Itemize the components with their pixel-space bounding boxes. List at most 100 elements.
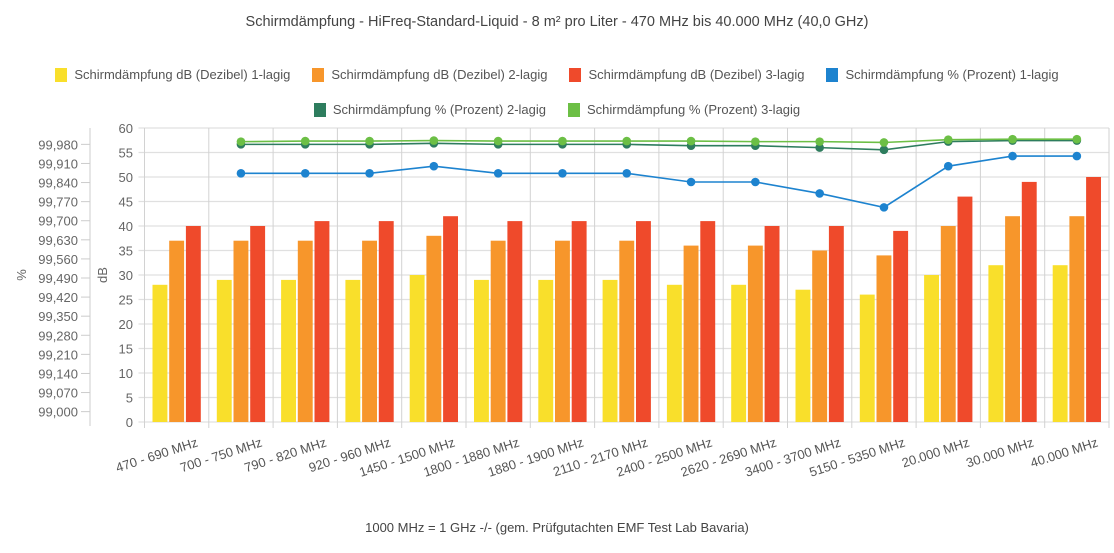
db-tick-label: 50 [119,170,133,185]
line-point-3-lagig [1008,134,1017,144]
bar-1-lagig-7 [602,279,618,422]
bar-1-lagig-14 [1052,265,1068,422]
line-point-3-lagig [558,136,567,146]
category-label: 20.000 MHz [900,435,971,471]
db-axis-title: dB [95,267,110,283]
percent-tick-label: 99,350 [38,309,78,324]
bar-2-lagig-0 [169,240,185,422]
percent-axis-title: % [14,269,29,281]
percent-tick-label: 99,490 [38,271,78,286]
percent-tick-label: 99,070 [38,386,78,401]
line-series-3-lagig [240,138,1077,144]
db-tick-label: 55 [119,146,133,161]
percent-tick-label: 99,630 [38,233,78,248]
percent-axis: 99,000 99,070 99,140 99,210 99,280 99,350 99,4… [38,137,90,420]
line-point-1-lagig [1072,151,1082,161]
legend-item-pct-1-lagig[interactable]: Schirmdämpfung % (Prozent) 1-lagig [826,67,1059,82]
line-point-1-lagig [622,168,632,178]
db-tick-label: 40 [119,219,133,234]
bar-3-lagig-14 [1086,177,1101,422]
bar-1-lagig-11 [859,294,875,422]
percent-tick-label: 99,980 [38,137,78,152]
line-point-1-lagig [365,168,374,178]
line-point-3-lagig [751,137,760,146]
bar-3-lagig-11 [893,230,909,422]
line-point-3-lagig [365,136,374,146]
line-point-3-lagig [493,136,503,146]
bar-1-lagig-3 [345,279,361,422]
db-tick-label: 45 [119,195,133,210]
bar-1-lagig-13 [988,265,1004,422]
line-point-3-lagig [879,138,889,147]
bar-2-lagig-7 [619,240,635,422]
legend-item-db-3-lagig[interactable]: Schirmdämpfung dB (Dezibel) 3-lagig [569,67,804,82]
category-label: 40.000 MHz [1028,435,1099,471]
line-point-3-lagig [429,136,439,145]
bar-3-lagig-9 [764,226,780,422]
legend-label: Schirmdämpfung dB (Dezibel) 1-lagig [74,67,291,82]
legend-item-db-1-lagig[interactable]: Schirmdämpfung dB (Dezibel) 1-lagig [55,67,290,82]
bar-2-lagig-2 [297,240,313,422]
legend-row-2: Schirmdämpfung % (Prozent) 2-lagig Schir… [0,102,1114,117]
bar-1-lagig-6 [538,279,554,422]
legend-swatch-icon [55,67,68,82]
line-point-1-lagig [879,203,889,212]
bar-3-lagig-10 [828,226,844,422]
bar-1-lagig-10 [795,289,811,422]
percent-tick-label: 99,700 [38,214,78,229]
line-point-1-lagig [236,168,246,178]
percent-tick-label: 99,210 [38,347,78,362]
line-point-2-lagig [879,145,889,155]
legend-label: Schirmdämpfung dB (Dezibel) 3-lagig [588,67,805,82]
legend-item-pct-2-lagig[interactable]: Schirmdämpfung % (Prozent) 2-lagig [313,102,546,117]
legend-item-pct-3-lagig[interactable]: Schirmdämpfung % (Prozent) 3-lagig [568,102,800,117]
db-tick-label: 10 [119,366,133,381]
db-tick-label: 35 [119,244,133,259]
legend-swatch-icon [312,67,325,82]
percent-tick-label: 99,140 [38,366,78,381]
bar-1-lagig-12 [924,275,939,422]
bar-1-lagig-2 [281,279,296,422]
legend-label: Schirmdämpfung dB (Dezibel) 2-lagig [331,67,548,82]
line-point-3-lagig [1072,134,1082,144]
bar-2-lagig-1 [233,240,249,422]
line-point-3-lagig [686,136,696,146]
bar-2-lagig-4 [426,235,442,422]
bar-1-lagig-5 [474,279,489,422]
line-point-1-lagig [558,168,567,178]
line-point-1-lagig [1008,151,1017,161]
percent-tick-label: 99,910 [38,156,78,171]
db-tick-label: 60 [119,121,133,136]
line-point-3-lagig [622,136,632,146]
bar-2-lagig-14 [1069,216,1085,422]
line-series-2-lagig [240,139,1077,151]
bars [152,177,1101,422]
percent-tick-label: 99,420 [38,290,78,305]
percent-tick-label: 99,770 [38,195,78,210]
line-point-3-lagig [236,137,246,146]
line-point-1-lagig [493,168,503,178]
percent-tick-label: 99,280 [38,328,78,343]
percent-tick-label: 99,840 [38,176,78,191]
bar-2-lagig-9 [747,245,763,422]
bar-3-lagig-5 [507,221,523,422]
line-point-1-lagig [686,177,696,187]
bar-3-lagig-13 [1021,181,1037,422]
bar-3-lagig-0 [185,226,201,422]
db-tick-label: 5 [126,391,133,406]
legend-label: Schirmdämpfung % (Prozent) 3-lagig [587,102,801,117]
line-point-3-lagig [815,137,824,146]
legend-label: Schirmdämpfung % (Prozent) 1-lagig [845,67,1059,82]
percent-tick-label: 99,000 [38,405,78,420]
bar-1-lagig-0 [152,284,168,422]
bar-2-lagig-5 [490,240,506,422]
bar-3-lagig-8 [700,221,716,422]
legend-item-db-2-lagig[interactable]: Schirmdämpfung dB (Dezibel) 2-lagig [312,67,547,82]
line-point-1-lagig [300,168,310,178]
db-tick-label: 30 [119,268,133,283]
bar-3-lagig-12 [957,196,973,422]
db-tick-label: 25 [119,293,133,308]
bar-2-lagig-6 [555,240,570,422]
